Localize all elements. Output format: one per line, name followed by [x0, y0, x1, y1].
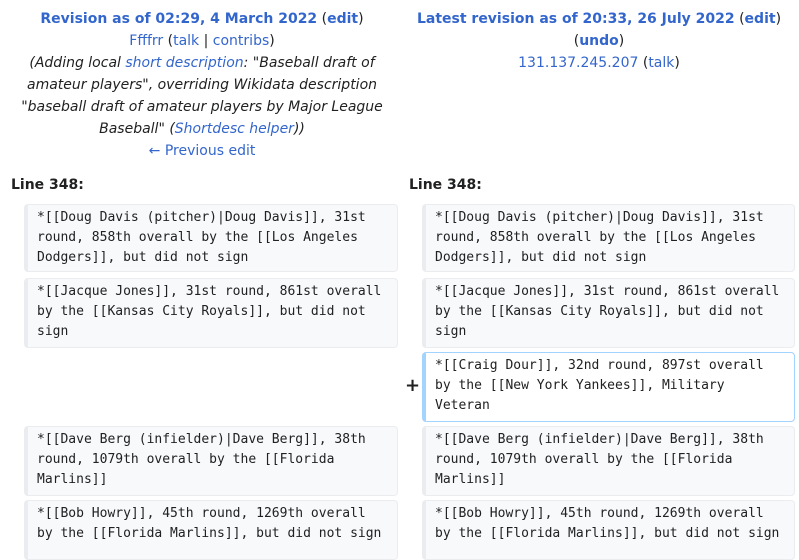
old-user-link[interactable]: Ffffrr [129, 33, 164, 49]
new-edit-link[interactable]: edit [744, 11, 776, 27]
old-diff-line: *[[Jacque Jones]], 31st round, 861st ove… [24, 278, 398, 348]
old-revision-header: Revision as of 02:29, 4 March 2022 (edit… [12, 8, 392, 162]
old-diff-line: *[[Bob Howry]], 45th round, 1269th overa… [24, 500, 398, 560]
old-revision-user-line: Ffffrr (talk | contribs) [129, 33, 275, 49]
short-description-link[interactable]: short description [125, 55, 244, 71]
old-user-contribs-link[interactable]: contribs [212, 33, 270, 49]
new-revision-link[interactable]: Latest revision as of 20:33, 26 July 202… [416, 11, 735, 27]
new-diff-line: *[[Dave Berg (infielder)|Dave Berg]], 38… [422, 426, 795, 496]
shortdesc-helper-link[interactable]: Shortdesc helper [174, 121, 294, 137]
old-diff-line: *[[Doug Davis (pitcher)|Doug Davis]], 31… [24, 204, 398, 272]
old-diff-line: *[[Dave Berg (infielder)|Dave Berg]], 38… [24, 426, 398, 496]
new-user-talk-link[interactable]: talk [648, 55, 675, 71]
new-revision-user-line: 131.137.245.207 (talk) [518, 55, 680, 71]
new-diff-line: *[[Doug Davis (pitcher)|Doug Davis]], 31… [422, 204, 795, 272]
new-diff-line: *[[Bob Howry]], 45th round, 1269th overa… [422, 500, 795, 560]
old-edit-link[interactable]: edit [327, 11, 359, 27]
new-line-number: Line 348: [409, 177, 482, 193]
previous-edit-link[interactable]: ← Previous edit [148, 143, 256, 159]
old-revision-title-line: Revision as of 02:29, 4 March 2022 (edit… [40, 11, 364, 27]
added-diff-line: *[[Craig Dour]], 32nd round, 897st overa… [422, 352, 795, 422]
new-revision-title-line: Latest revision as of 20:33, 26 July 202… [416, 11, 782, 49]
old-line-number: Line 348: [11, 177, 84, 193]
new-diff-line: *[[Jacque Jones]], 31st round, 861st ove… [422, 278, 795, 348]
old-revision-link[interactable]: Revision as of 02:29, 4 March 2022 [40, 11, 318, 27]
new-revision-header: Latest revision as of 20:33, 26 July 202… [404, 8, 794, 74]
undo-link[interactable]: undo [579, 33, 619, 49]
old-user-talk-link[interactable]: talk [173, 33, 200, 49]
new-user-link[interactable]: 131.137.245.207 [518, 55, 639, 71]
edit-summary: (Adding local short description: "Baseba… [21, 55, 383, 137]
added-line-marker: + [405, 375, 421, 396]
